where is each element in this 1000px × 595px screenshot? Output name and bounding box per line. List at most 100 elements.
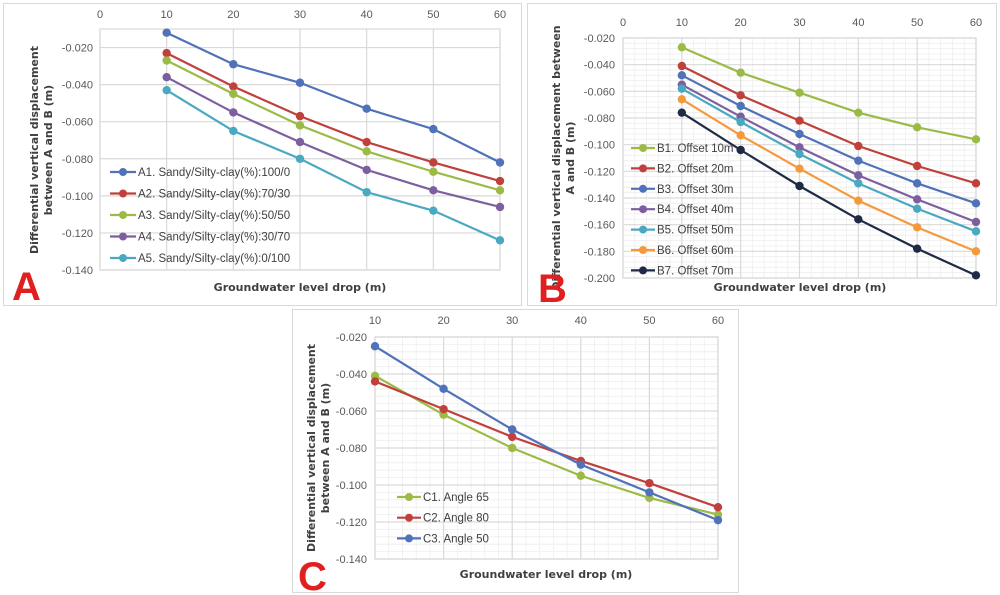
legend-swatch-marker (639, 205, 647, 214)
data-point (576, 471, 585, 480)
data-point (429, 158, 438, 167)
y-tick-label: -0.020 (62, 43, 93, 55)
legend: A1. Sandy/Silty-clay(%):100/0 A2. Sandy/S… (110, 167, 290, 265)
legend-item: B4. Offset 40m (631, 204, 734, 216)
y-axis-title-line: Differential vertical displacement (305, 344, 318, 552)
series-line (681, 65, 977, 185)
legend: B1. Offset 10m B2. Offset 20m B3. Offset 3… (631, 143, 734, 277)
x-tick-label: 0 (620, 17, 626, 29)
legend-swatch-marker (639, 225, 647, 234)
data-point (162, 28, 171, 37)
series-b1 (677, 43, 981, 144)
series-line (681, 74, 977, 205)
data-point (508, 425, 517, 434)
series-line (374, 374, 719, 516)
y-tick-label: -0.060 (62, 117, 93, 129)
legend-label: C2. Angle 80 (423, 513, 489, 525)
y-axis-title: Differential vertical displacement betwee… (305, 344, 332, 552)
y-tick-label: -0.020 (336, 332, 367, 344)
data-point (795, 164, 804, 173)
data-point (229, 108, 238, 117)
series-line (166, 31, 501, 164)
x-tick-label: 60 (494, 9, 506, 21)
legend-item: A3. Sandy/Silty-clay(%):50/50 (110, 210, 290, 222)
legend-item: C1. Angle 65 (397, 492, 489, 504)
y-tick-label: -0.120 (62, 228, 93, 240)
data-point (971, 247, 981, 256)
data-point (162, 73, 171, 82)
y-tick-label: -0.080 (584, 113, 615, 125)
data-point (295, 78, 305, 87)
data-point (362, 147, 371, 156)
data-point (677, 71, 687, 80)
x-tick-label: 50 (643, 315, 655, 327)
series-b5 (677, 84, 981, 236)
legend-item: A4. Sandy/Silty-clay(%):30/70 (110, 232, 290, 244)
series-a4 (162, 73, 505, 212)
data-point (912, 179, 922, 188)
series-line (166, 89, 501, 242)
y-tick-label: -0.040 (584, 60, 615, 72)
legend-swatch-marker (405, 534, 413, 543)
data-point (795, 149, 804, 159)
legend-item: B6. Offset 60m (631, 245, 734, 257)
panel-letter: B (538, 267, 567, 311)
legend-swatch-marker (119, 232, 127, 241)
series-c3 (370, 342, 723, 525)
data-point (677, 84, 687, 93)
series-line (374, 345, 719, 522)
data-point (370, 377, 380, 386)
series-b3 (677, 71, 981, 208)
data-point (971, 271, 981, 280)
data-point (736, 91, 745, 100)
series-a2 (162, 48, 505, 186)
legend-item: A1. Sandy/Silty-clay(%):100/0 (110, 167, 290, 179)
data-point (495, 158, 505, 167)
series-b6 (677, 95, 981, 256)
x-axis-title: Groundwater level drop (m) (214, 281, 387, 294)
x-tick-label: 20 (227, 9, 239, 21)
x-tick-label: 20 (437, 315, 449, 327)
data-point (912, 244, 922, 253)
series-line (166, 76, 501, 209)
panel-letter: C (298, 555, 327, 595)
data-point (362, 104, 371, 113)
y-tick-label: -0.060 (584, 86, 615, 98)
legend-label: C1. Angle 65 (423, 492, 489, 504)
data-point (439, 404, 448, 414)
data-point (912, 195, 922, 204)
y-tick-label: -0.060 (336, 406, 367, 418)
series-line (681, 87, 977, 233)
data-point (677, 43, 687, 52)
data-point (677, 108, 687, 117)
legend-swatch-marker (119, 211, 127, 219)
series-c2 (370, 377, 723, 512)
series-b7 (677, 108, 981, 280)
y-tick-label: -0.100 (336, 480, 367, 492)
y-tick-label: -0.040 (62, 80, 93, 92)
legend-label: B4. Offset 40m (657, 204, 734, 216)
data-point (429, 124, 438, 134)
data-point (971, 135, 981, 144)
legend-item: B5. Offset 50m (631, 225, 734, 237)
y-tick-label: -0.040 (336, 369, 367, 381)
panel-letter: A (12, 265, 41, 309)
panel-a-frame (3, 3, 522, 306)
x-axis-title: Groundwater level drop (m) (460, 568, 633, 581)
x-tick-label: 60 (712, 315, 724, 327)
data-point (795, 88, 804, 97)
x-tick-label: 40 (361, 9, 373, 21)
x-tick-label: 10 (161, 9, 173, 21)
data-point (677, 61, 687, 71)
legend-item: B2. Offset 20m (631, 163, 734, 175)
legend-label: C3. Angle 50 (423, 533, 489, 545)
data-point (429, 206, 438, 215)
data-point (795, 116, 804, 125)
data-point (971, 179, 981, 188)
y-tick-label: -0.140 (62, 265, 93, 277)
y-tick-label: -0.080 (62, 154, 93, 166)
legend-label: A1. Sandy/Silty-clay(%):100/0 (138, 167, 290, 179)
legend-swatch-marker (639, 266, 647, 275)
y-tick-label: -0.200 (584, 273, 615, 285)
data-point (295, 137, 305, 147)
